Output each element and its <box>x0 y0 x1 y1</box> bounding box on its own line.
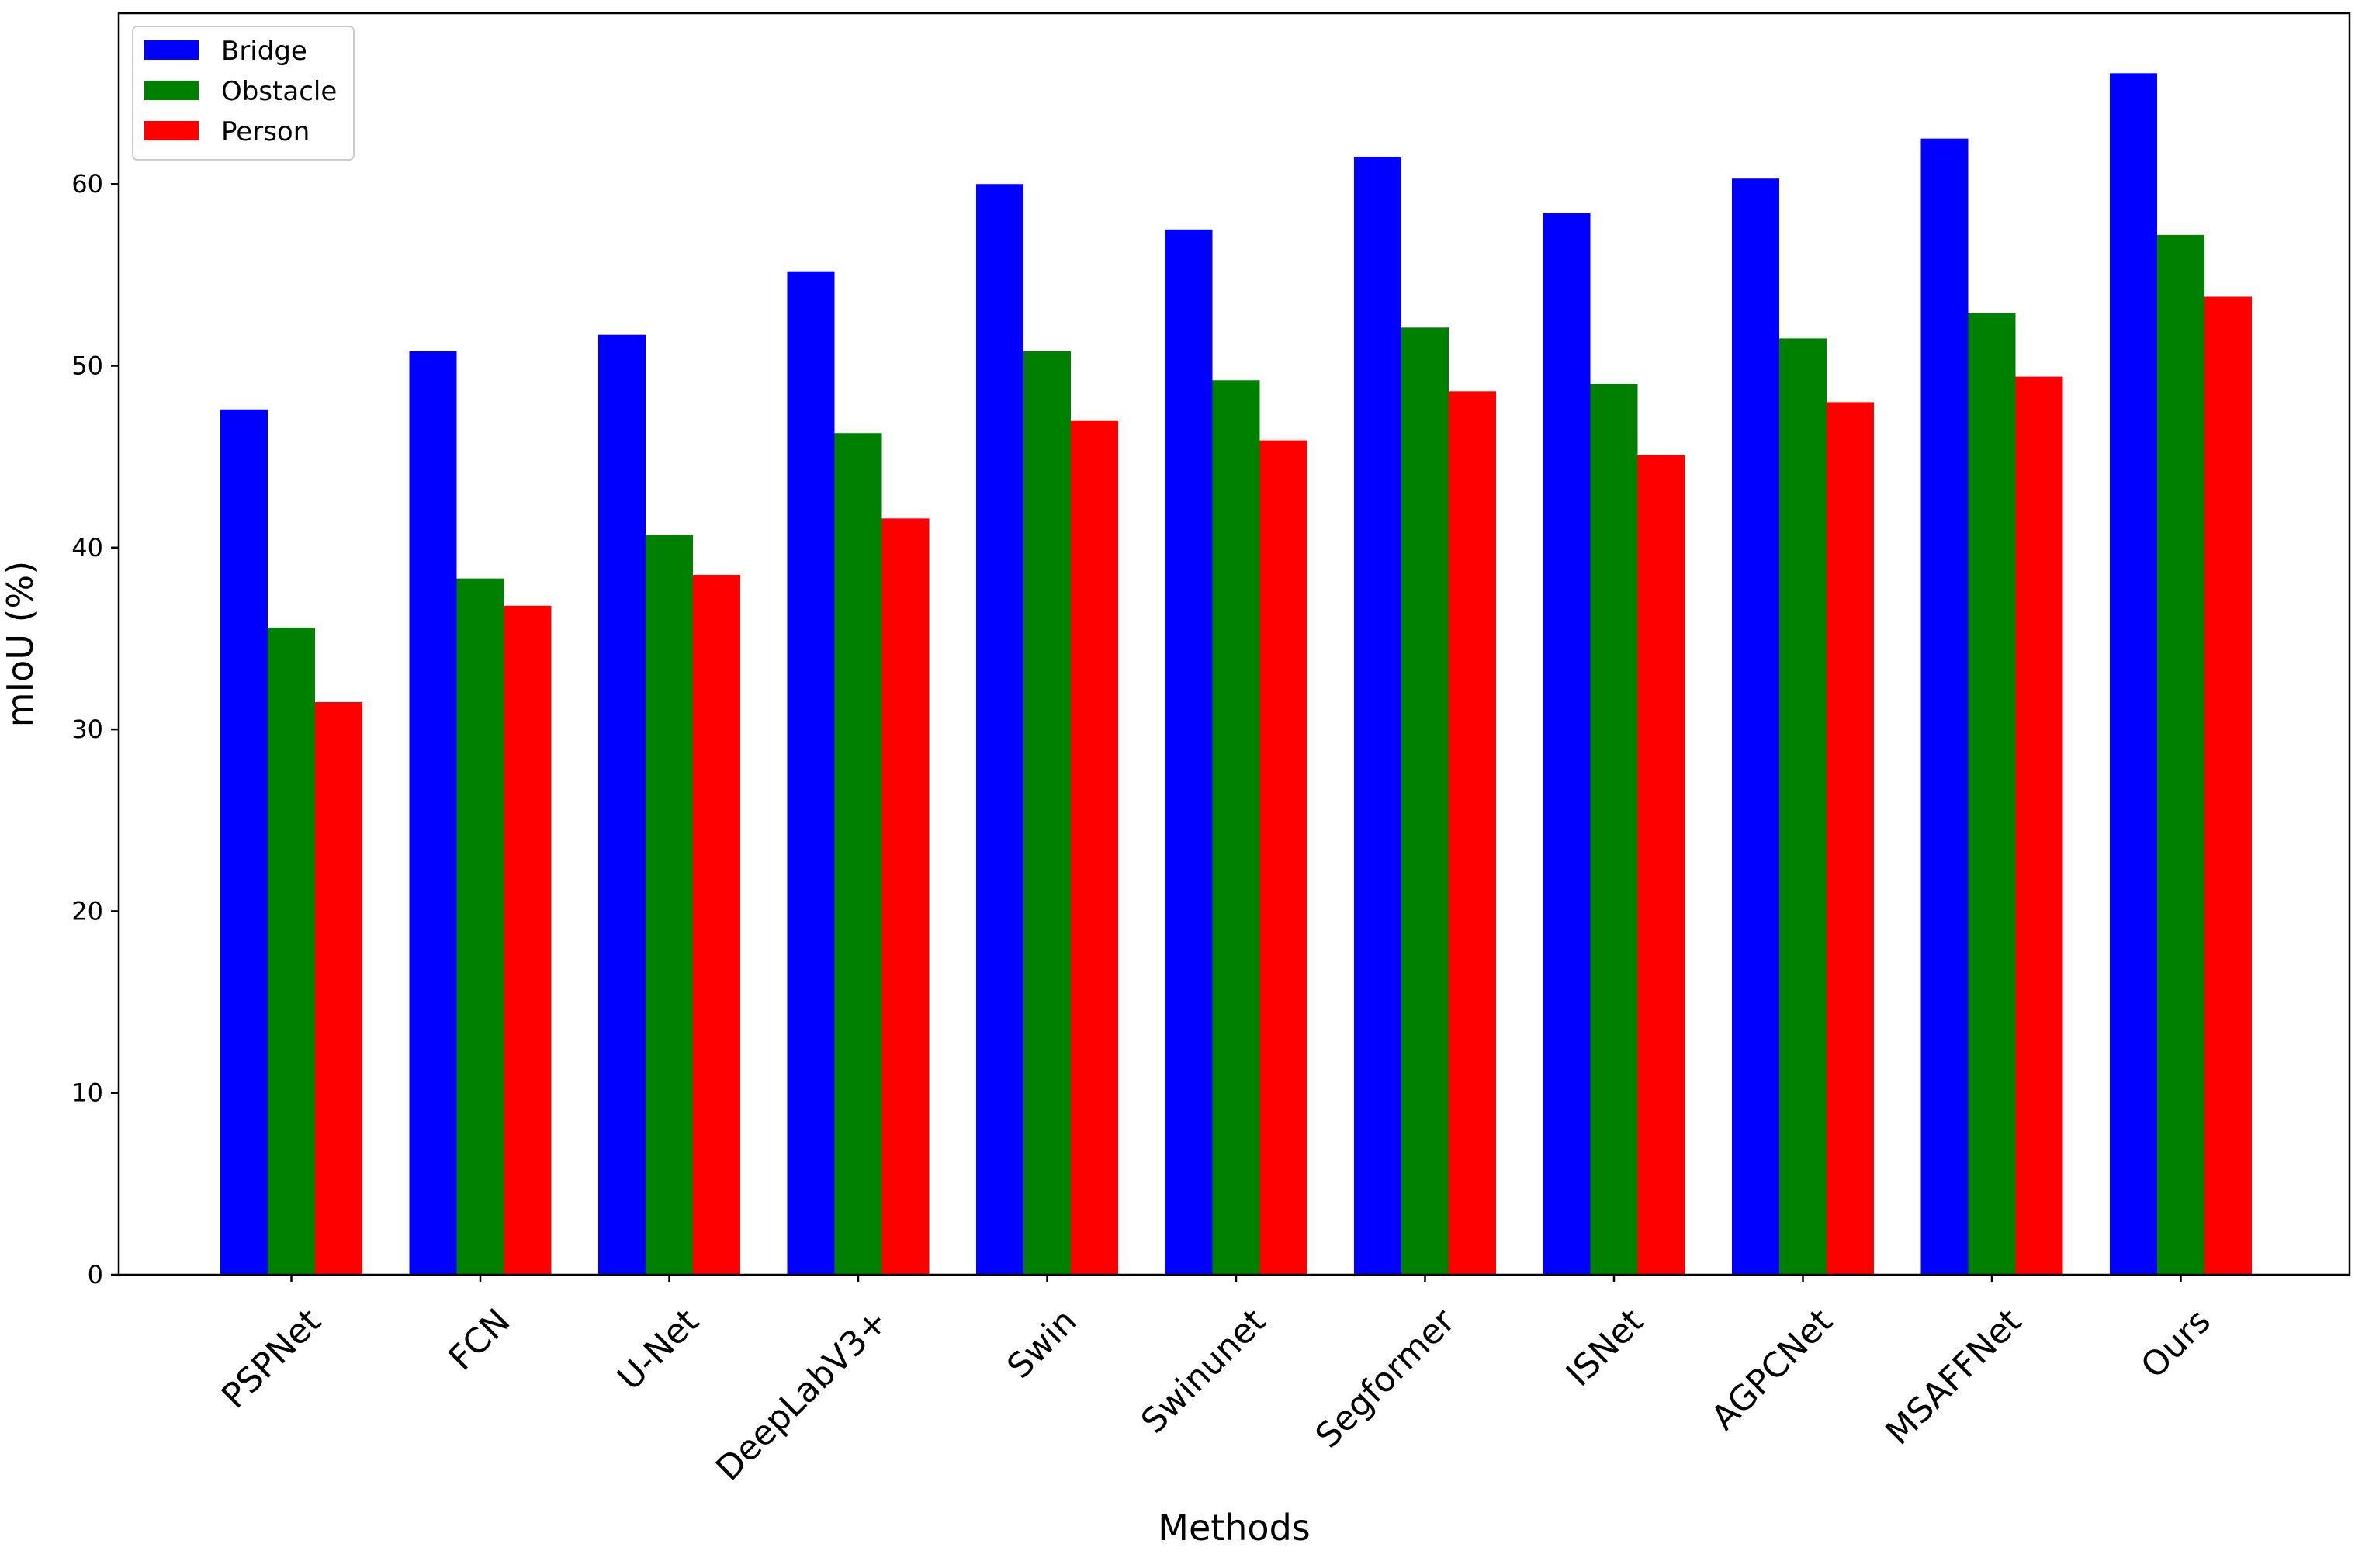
bar-bridge <box>976 184 1023 1275</box>
x-tick-label: Swinunet <box>1134 1301 1273 1441</box>
bar-group <box>2110 73 2252 1276</box>
y-tick-label: 10 <box>71 1078 103 1108</box>
bar-group <box>1543 213 1685 1276</box>
x-tick-label: MSAFFNet <box>1878 1301 2029 1452</box>
bar-group <box>1354 157 1496 1276</box>
x-tick-label: AGPCNet <box>1704 1301 1841 1438</box>
legend-label: Obstacle <box>221 76 337 107</box>
bar-obstacle <box>1779 338 1827 1275</box>
x-axis-ticks: PSPNet FCN U-Net DeepLabV3+ Swin Swinunet Segf… <box>214 1275 2218 1489</box>
legend-item-bridge: Bridge <box>144 36 307 67</box>
bar-bridge <box>1732 178 1779 1275</box>
bar-obstacle <box>1401 327 1449 1276</box>
bar-bridge <box>1354 157 1401 1275</box>
bar-bridge <box>1543 213 1591 1275</box>
bar-obstacle <box>646 535 693 1275</box>
y-tick-label: 20 <box>71 896 103 926</box>
bar-bridge <box>787 271 835 1276</box>
legend-item-person: Person <box>144 116 310 147</box>
bar-person <box>315 701 362 1275</box>
bar-person <box>693 574 740 1275</box>
y-tick-label: 60 <box>71 169 103 199</box>
y-axis-label: mIoU (%) <box>0 561 41 727</box>
bar-group <box>976 184 1118 1276</box>
legend-item-obstacle: Obstacle <box>144 76 337 107</box>
bar-obstacle <box>2157 234 2204 1275</box>
bar-obstacle <box>268 627 315 1275</box>
bar-person <box>1827 402 1874 1275</box>
bar-bridge <box>220 409 268 1276</box>
bar-group <box>1732 178 1874 1275</box>
bar-obstacle <box>1968 313 2016 1276</box>
bar-person <box>504 605 552 1275</box>
bar-person <box>2015 376 2063 1275</box>
bar-obstacle <box>456 578 504 1275</box>
x-tick-label: Segformer <box>1308 1301 1463 1456</box>
legend-swatch <box>144 40 199 60</box>
bar-bridge <box>1165 229 1213 1275</box>
x-tick-label: PSPNet <box>214 1301 329 1416</box>
bar-bridge <box>598 334 646 1275</box>
legend: Bridge Obstacle Person <box>132 26 355 161</box>
bar-group <box>1165 229 1307 1275</box>
x-tick-label: Swin <box>999 1301 1085 1386</box>
x-tick-label: U-Net <box>610 1301 707 1398</box>
bar-bridge <box>1920 138 1969 1275</box>
x-tick-label: ISNet <box>1559 1301 1652 1394</box>
bars-layer <box>220 73 2252 1276</box>
bar-person <box>1259 440 1307 1275</box>
bar-group <box>220 409 362 1276</box>
y-axis-ticks: 0 10 20 30 40 50 60 <box>71 169 119 1289</box>
bar-obstacle <box>1590 383 1638 1275</box>
bar-group <box>1920 138 2063 1276</box>
bar-group <box>787 271 930 1276</box>
x-tick-label: DeepLabV3+ <box>708 1301 895 1488</box>
bar-group <box>409 351 552 1275</box>
legend-swatch <box>144 121 199 140</box>
bar-obstacle <box>1023 351 1071 1275</box>
legend-label: Bridge <box>221 36 307 67</box>
y-tick-label: 30 <box>71 715 103 744</box>
legend-swatch <box>144 81 199 100</box>
plot-area-frame <box>117 12 2351 1276</box>
bar-person <box>1449 391 1496 1275</box>
legend-items: Bridge Obstacle Person <box>144 36 337 147</box>
x-tick-label: FCN <box>441 1301 518 1378</box>
y-tick-label: 40 <box>71 533 103 562</box>
bar-person <box>2204 296 2252 1276</box>
bar-bridge <box>409 351 457 1275</box>
bar-obstacle <box>1212 380 1260 1275</box>
x-axis-label: Methods <box>1158 1507 1311 1549</box>
bar-group <box>598 334 740 1275</box>
x-tick-label: Ours <box>2134 1301 2218 1386</box>
legend-label: Person <box>221 116 310 147</box>
bar-bridge <box>2110 73 2157 1275</box>
bar-person <box>1637 455 1685 1276</box>
y-tick-label: 0 <box>88 1260 103 1289</box>
bar-person <box>881 518 930 1275</box>
bar-obstacle <box>834 433 882 1275</box>
bar-person <box>1071 420 1118 1276</box>
y-tick-label: 50 <box>71 351 103 381</box>
